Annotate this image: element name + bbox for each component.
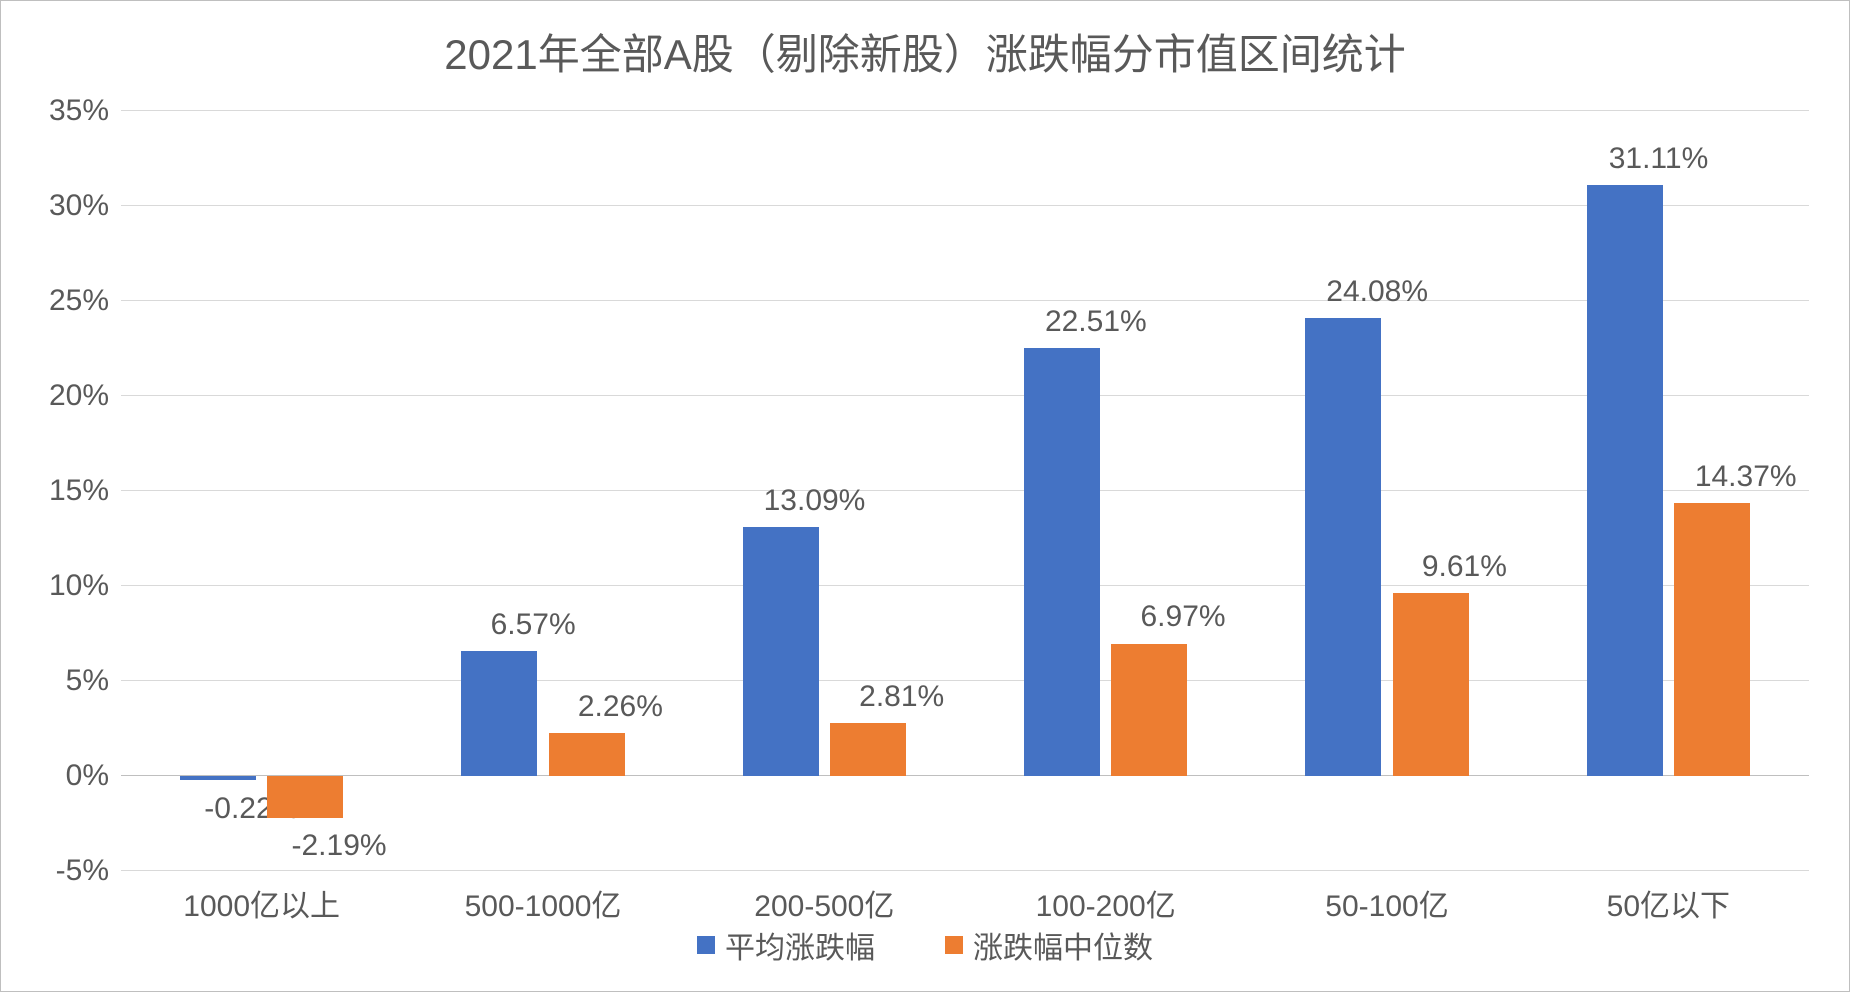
gridline — [121, 680, 1809, 681]
gridline — [121, 490, 1809, 491]
bar — [461, 651, 537, 776]
y-axis-tick-label: 10% — [49, 569, 121, 603]
bar — [267, 776, 343, 818]
gridline — [121, 395, 1809, 396]
y-axis-tick-label: 0% — [66, 759, 121, 793]
y-axis-tick-label: 35% — [49, 94, 121, 128]
gridline — [121, 775, 1809, 776]
legend-item: 平均涨跌幅 — [697, 923, 875, 967]
legend-item: 涨跌幅中位数 — [945, 923, 1153, 967]
data-label: 31.11% — [1609, 142, 1709, 176]
y-axis-tick-label: 15% — [49, 474, 121, 508]
data-label: 6.97% — [1140, 600, 1225, 634]
x-axis-category-label: 500-1000亿 — [465, 871, 622, 925]
data-label: 13.09% — [764, 484, 866, 518]
chart-title: 2021年全部A股（剔除新股）涨跌幅分市值区间统计 — [1, 1, 1849, 82]
data-label: -2.19% — [292, 829, 387, 863]
data-label: 6.57% — [491, 608, 576, 642]
bar — [1305, 318, 1381, 776]
bar — [1111, 644, 1187, 776]
legend: 平均涨跌幅 涨跌幅中位数 — [1, 923, 1849, 967]
bar — [1024, 348, 1100, 776]
data-label: 2.26% — [578, 690, 663, 724]
bar — [1587, 185, 1663, 776]
legend-swatch — [697, 936, 715, 954]
bar — [1393, 593, 1469, 776]
y-axis-tick-label: 20% — [49, 379, 121, 413]
y-axis-tick-label: 25% — [49, 284, 121, 318]
data-label: 14.37% — [1695, 460, 1797, 494]
plot-area: -5%0%5%10%15%20%25%30%35%1000亿以上-0.22%-2… — [121, 111, 1809, 871]
y-axis-tick-label: -5% — [56, 854, 121, 888]
y-axis-tick-label: 5% — [66, 664, 121, 698]
bar — [743, 527, 819, 776]
gridline — [121, 870, 1809, 871]
data-label: 2.81% — [859, 680, 944, 714]
gridline — [121, 205, 1809, 206]
gridline — [121, 585, 1809, 586]
bar — [180, 776, 256, 780]
data-label: 22.51% — [1045, 305, 1147, 339]
x-axis-category-label: 100-200亿 — [1036, 871, 1176, 925]
x-axis-category-label: 50-100亿 — [1325, 871, 1448, 925]
x-axis-category-label: 200-500亿 — [754, 871, 894, 925]
legend-label: 涨跌幅中位数 — [973, 923, 1153, 967]
x-axis-category-label: 50亿以下 — [1607, 871, 1730, 925]
legend-swatch — [945, 936, 963, 954]
data-label: 24.08% — [1326, 275, 1428, 309]
data-label: 9.61% — [1422, 550, 1507, 584]
bar — [549, 733, 625, 776]
chart-container: 2021年全部A股（剔除新股）涨跌幅分市值区间统计 -5%0%5%10%15%2… — [0, 0, 1850, 992]
x-axis-category-label: 1000亿以上 — [183, 871, 340, 925]
gridline — [121, 300, 1809, 301]
bar — [1674, 503, 1750, 776]
bar — [830, 723, 906, 776]
y-axis-tick-label: 30% — [49, 189, 121, 223]
legend-label: 平均涨跌幅 — [725, 923, 875, 967]
gridline — [121, 110, 1809, 111]
